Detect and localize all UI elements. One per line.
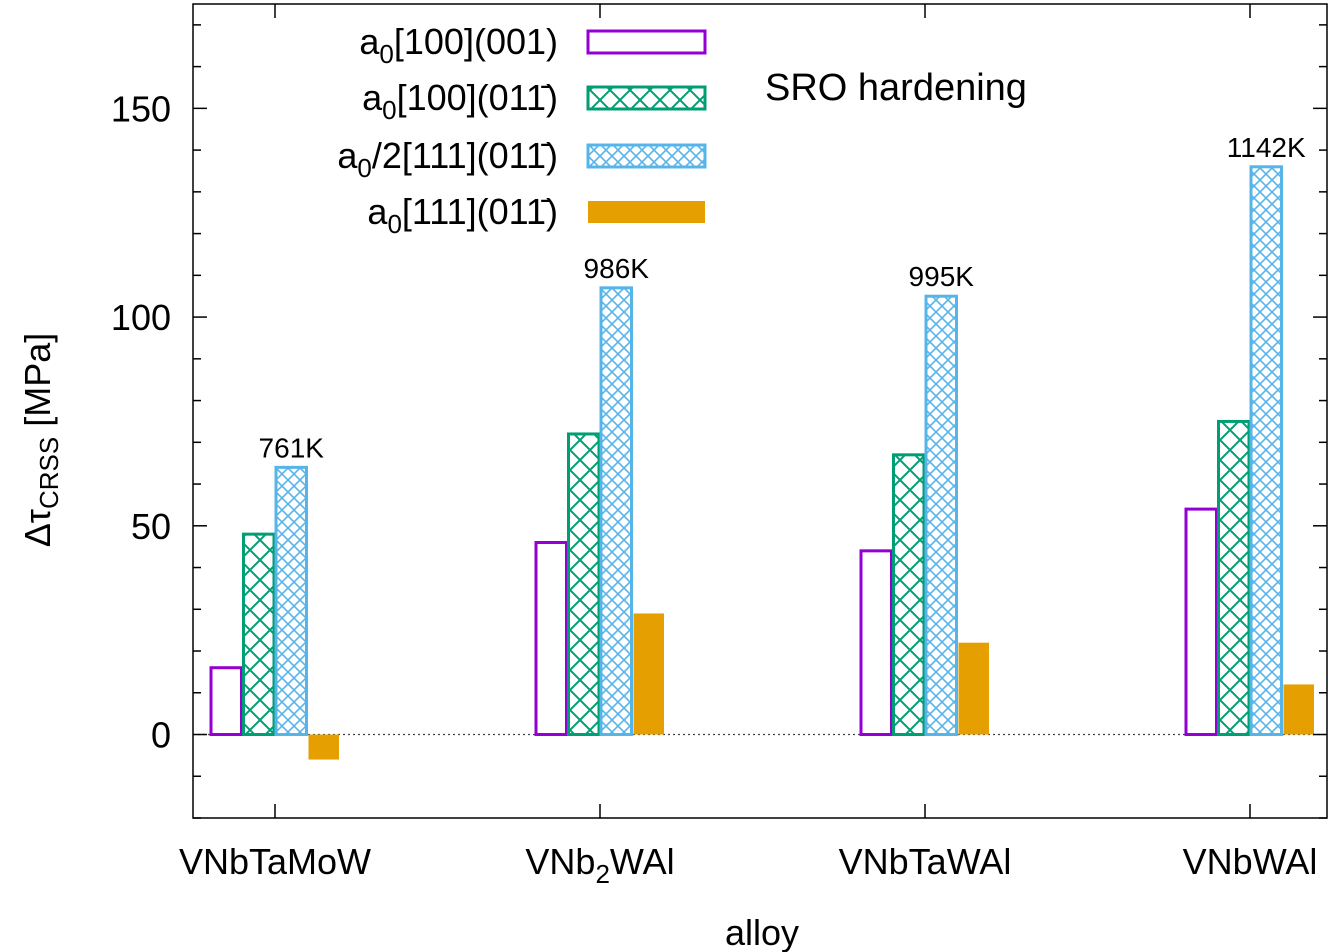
y-tick-label: 50 bbox=[131, 506, 171, 547]
legend-label-sub: 0 bbox=[357, 153, 371, 183]
x-tick-label: VNb2WAl bbox=[525, 841, 674, 889]
temperature-annotation: 1142K bbox=[1227, 132, 1306, 163]
legend-label-rest: /2[111](011̄) bbox=[372, 135, 558, 176]
y-axis: 0 50 100 150 bbox=[111, 24, 1327, 819]
legend-label-main: a bbox=[367, 191, 388, 232]
legend-label-rest: [111](011̄) bbox=[402, 191, 558, 232]
bar bbox=[859, 549, 893, 737]
bar bbox=[274, 465, 308, 737]
legend-label: a0[100](001) bbox=[359, 21, 558, 69]
x-tick-label-main: VNbWAl bbox=[1183, 841, 1318, 882]
bars bbox=[209, 165, 1314, 760]
x-tick-label-sub: 2 bbox=[595, 859, 609, 889]
y-tick-label: 150 bbox=[111, 88, 171, 129]
bar bbox=[1249, 165, 1283, 737]
legend-label: a0[111](011̄) bbox=[367, 191, 558, 239]
bar bbox=[209, 666, 243, 737]
y-axis-title-main: Δτ bbox=[17, 509, 58, 547]
x-tick-label: VNbTaWAl bbox=[839, 841, 1012, 882]
x-tick-label-main: VNbTaMoW bbox=[179, 841, 371, 882]
legend-label: a0[100](011̄) bbox=[362, 77, 558, 125]
legend-label-rest: [100](011̄) bbox=[397, 77, 558, 118]
sro-hardening-note: SRO hardening bbox=[765, 67, 1027, 109]
y-tick-label: 100 bbox=[111, 297, 171, 338]
temperature-annotation: 761K bbox=[259, 432, 325, 463]
x-axis: VNbTaMoW VNb2WAl VNbTaWAl VNbWAl bbox=[179, 4, 1317, 889]
x-tick-label: VNbWAl bbox=[1183, 841, 1318, 882]
bar bbox=[633, 613, 664, 735]
legend-label: a0/2[111](011̄) bbox=[337, 135, 558, 183]
bar bbox=[599, 286, 633, 737]
temperature-annotation: 995K bbox=[909, 261, 975, 292]
bar bbox=[534, 540, 568, 737]
x-tick-label-post: WAl bbox=[610, 841, 675, 882]
y-axis-title: ΔτCRSS [MPa] bbox=[17, 333, 64, 548]
legend-label-sub: 0 bbox=[387, 209, 401, 239]
y-axis-title-sub: CRSS bbox=[34, 437, 64, 509]
bar bbox=[308, 734, 339, 760]
temperature-annotation: 986K bbox=[584, 253, 650, 284]
legend: a0[100](001)a0[100](011̄)a0/2[111](011̄)… bbox=[337, 21, 707, 239]
x-tick-label-main: VNbTaWAl bbox=[839, 841, 1012, 882]
bar bbox=[242, 532, 276, 737]
bar bbox=[1283, 684, 1314, 735]
plot-area bbox=[192, 3, 1328, 819]
y-tick-label: 0 bbox=[151, 715, 171, 756]
x-axis-title: alloy bbox=[725, 912, 799, 952]
y-axis-title-rest: [MPa] bbox=[17, 333, 58, 437]
legend-swatch bbox=[586, 143, 707, 169]
bar bbox=[924, 294, 958, 737]
annotations: 761K 986K 995K 1142K bbox=[259, 132, 1306, 464]
legend-label-sub: 0 bbox=[382, 95, 396, 125]
legend-label-main: a bbox=[362, 77, 383, 118]
bar bbox=[958, 642, 989, 735]
legend-swatch bbox=[586, 85, 707, 111]
plot-frame bbox=[192, 3, 1328, 819]
legend-swatch bbox=[586, 29, 707, 55]
x-tick-label-main: VNb bbox=[525, 841, 595, 882]
bar bbox=[892, 453, 926, 737]
legend-swatch bbox=[588, 201, 705, 223]
legend-label-main: a bbox=[359, 21, 380, 62]
bar bbox=[567, 432, 601, 737]
legend-label-rest: [100](001) bbox=[394, 21, 558, 62]
legend-label-sub: 0 bbox=[379, 39, 393, 69]
legend-label-main: a bbox=[337, 135, 358, 176]
x-tick-label: VNbTaMoW bbox=[179, 841, 371, 882]
bar bbox=[1184, 507, 1218, 737]
bar bbox=[1217, 419, 1251, 737]
